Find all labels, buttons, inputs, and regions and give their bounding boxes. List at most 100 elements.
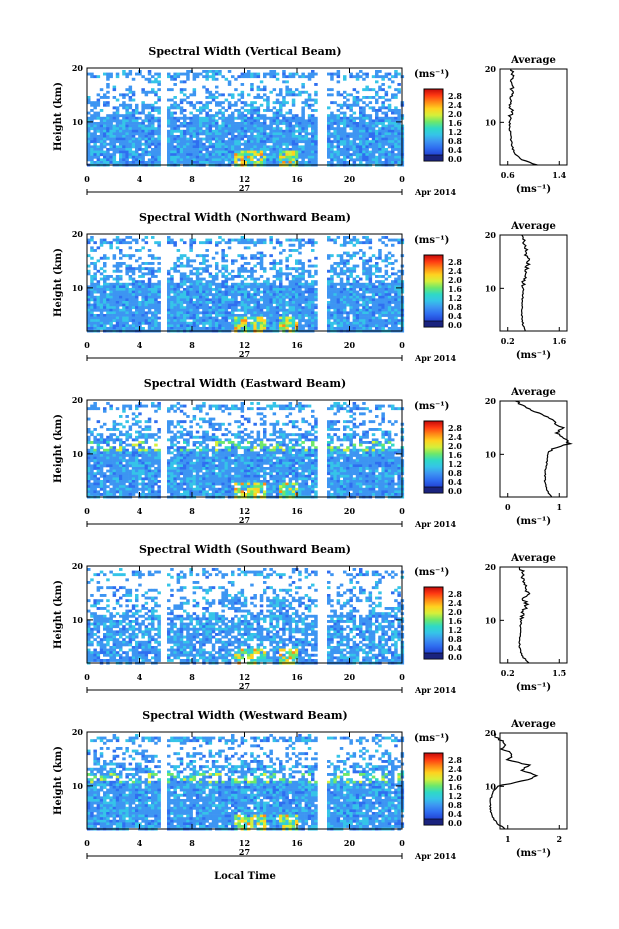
heatmap-cell	[157, 153, 161, 157]
heatmap-cell	[189, 116, 193, 120]
heatmap-cell	[131, 319, 136, 323]
heatmap-cell	[224, 311, 229, 315]
heatmap-cell	[147, 80, 152, 84]
heatmap-cell	[112, 316, 117, 320]
heatmap-cell	[90, 256, 94, 260]
heatmap-cell	[304, 103, 309, 107]
heatmap-cell	[339, 277, 344, 281]
heatmap-cell	[189, 158, 193, 162]
heatmap-cell	[362, 259, 366, 263]
heatmap-cell	[279, 145, 283, 149]
heatmap-cell	[339, 132, 344, 136]
heatmap-cell	[231, 269, 235, 273]
heatmap-cell	[343, 75, 347, 79]
heatmap-cell	[183, 290, 187, 294]
heatmap-cell	[362, 269, 366, 273]
heatmap-cell	[122, 127, 126, 131]
heatmap-cell	[301, 298, 305, 302]
heatmap-cell	[253, 106, 257, 110]
heatmap-cell	[298, 288, 302, 291]
heatmap-cell	[339, 122, 344, 125]
heatmap-cell	[301, 293, 305, 297]
heatmap-cell	[291, 295, 296, 299]
heatmap-cell	[263, 327, 267, 330]
heatmap-cell	[362, 135, 366, 138]
heatmap-cell	[138, 280, 142, 284]
heatmap-cell	[234, 77, 238, 81]
heatmap-cell	[295, 269, 299, 273]
heatmap-cell	[151, 298, 155, 302]
heatmap-cell	[285, 290, 289, 294]
heatmap-cell	[304, 148, 309, 151]
heatmap-cell	[211, 98, 216, 102]
heatmap-cell	[307, 75, 312, 79]
heatmap-cell	[375, 72, 379, 76]
heatmap-cell	[215, 298, 219, 302]
heatmap-cell	[279, 269, 283, 273]
heatmap-cell	[365, 238, 369, 242]
heatmap-cell	[384, 161, 389, 164]
heatmap-cell	[147, 111, 152, 115]
heatmap-cell	[314, 306, 318, 310]
heatmap-cell	[125, 142, 129, 146]
heatmap-cell	[215, 301, 219, 304]
heatmap-cell	[183, 311, 187, 315]
heatmap-cell	[199, 311, 203, 315]
heatmap-cell	[359, 111, 363, 115]
heatmap-cell	[279, 119, 283, 123]
heatmap-cell	[109, 114, 113, 118]
heatmap-cell	[205, 153, 209, 157]
heatmap-cell	[336, 282, 341, 286]
heatmap-cell	[234, 288, 238, 291]
heatmap-cell	[115, 469, 120, 473]
heatmap-cell	[87, 469, 91, 473]
heatmap-cell	[339, 150, 344, 154]
heatmap-cell	[224, 155, 229, 159]
heatmap-cell	[122, 295, 126, 299]
heatmap-cell	[394, 135, 398, 138]
heatmap-cell	[93, 124, 97, 128]
heatmap-cell	[371, 109, 376, 112]
heatmap-cell	[291, 324, 296, 328]
heatmap-cell	[87, 158, 91, 162]
heatmap-cell	[253, 288, 257, 291]
heatmap-cell	[259, 290, 264, 294]
heatmap-cell	[304, 301, 309, 304]
heatmap-cell	[301, 83, 305, 86]
heatmap-cell	[176, 301, 181, 304]
heatmap-cell	[176, 124, 181, 128]
heatmap-cell	[394, 290, 398, 294]
heatmap-cell	[298, 272, 302, 276]
heatmap-cell	[157, 306, 161, 310]
heatmap-cell	[285, 142, 289, 146]
heatmap-cell	[189, 129, 193, 133]
heatmap-cell	[253, 116, 257, 120]
heatmap-cell	[339, 111, 344, 115]
heatmap-cell	[368, 306, 373, 310]
heatmap-cell	[135, 319, 139, 323]
heatmap-cell	[259, 153, 264, 157]
heatmap-cell	[253, 290, 257, 294]
heatmap-cell	[122, 106, 126, 110]
heatmap-cell	[327, 301, 331, 304]
heatmap-cell	[205, 290, 209, 294]
heatmap-cell	[301, 153, 305, 157]
heatmap-cell	[381, 101, 385, 105]
heatmap-cell	[304, 129, 309, 133]
heatmap-cell	[96, 135, 101, 138]
heatmap-cell	[144, 127, 149, 131]
heatmap-cell	[355, 308, 360, 312]
heatmap-cell	[387, 119, 392, 123]
heatmap-cell	[355, 98, 360, 102]
heatmap-cell	[397, 137, 401, 141]
heatmap-cell	[237, 238, 241, 242]
heatmap-cell	[119, 135, 123, 138]
heatmap-cell	[157, 148, 161, 151]
heatmap-cell	[122, 324, 126, 328]
heatmap-cell	[311, 150, 315, 154]
x-tick-label: 8	[189, 174, 195, 184]
heatmap-cell	[170, 290, 174, 294]
heatmap-cell	[253, 269, 257, 273]
heatmap-cell	[109, 140, 113, 144]
heatmap-cell	[285, 324, 289, 328]
